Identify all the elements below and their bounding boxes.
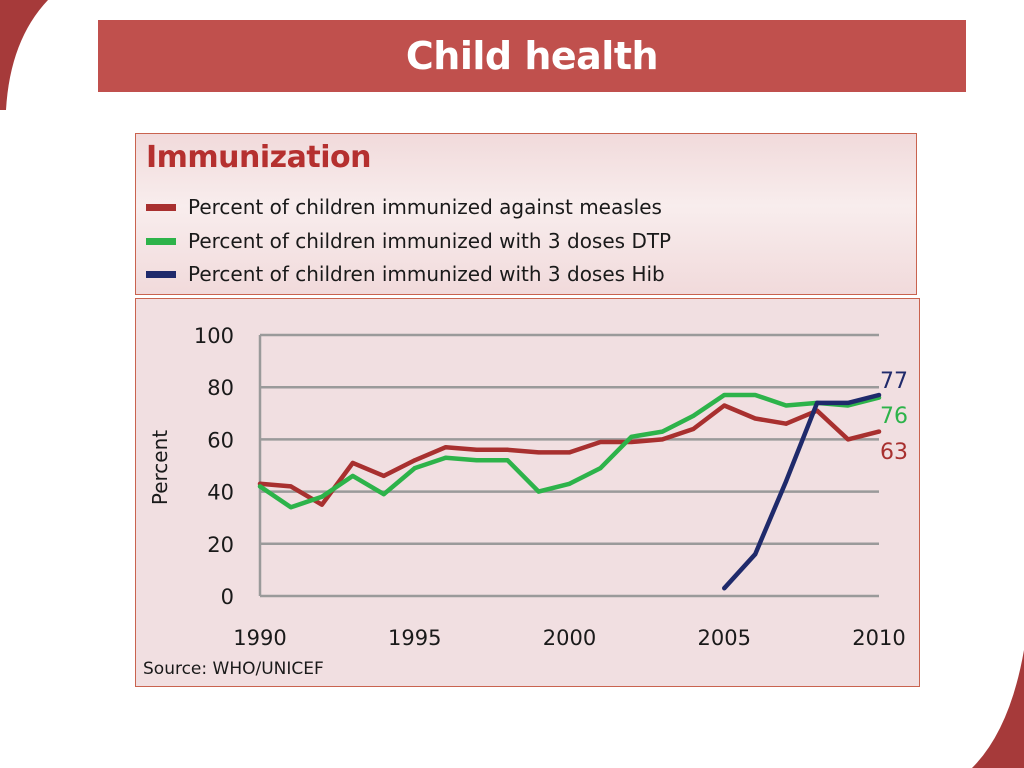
- data-point-measles-2009: [846, 437, 851, 442]
- series-line-hib: [722, 392, 882, 591]
- data-point-dtp-1993: [350, 473, 355, 478]
- data-point-measles-2006: [753, 416, 758, 421]
- x-tick-label-2010: 2010: [852, 626, 905, 650]
- data-point-measles-2004: [691, 426, 696, 431]
- data-point-measles-1991: [288, 484, 293, 489]
- data-point-hib-2006: [753, 552, 758, 557]
- legend-swatch-dtp: [146, 237, 176, 245]
- y-tick-label-40: 40: [207, 481, 234, 505]
- data-point-dtp-1995: [412, 466, 417, 471]
- data-point-measles-2001: [598, 440, 603, 445]
- data-point-measles-1993: [350, 460, 355, 465]
- data-point-dtp-1991: [288, 505, 293, 510]
- data-point-measles-1999: [536, 450, 541, 455]
- data-point-measles-2005: [722, 403, 727, 408]
- slide-title: Child health: [405, 34, 659, 78]
- data-point-dtp-2005: [722, 393, 727, 398]
- data-point-dtp-1996: [443, 455, 448, 460]
- data-point-hib-2008: [815, 400, 820, 405]
- y-tick-label-0: 0: [221, 585, 234, 609]
- legend-swatch-hib: [146, 270, 176, 278]
- source-note: Source: WHO/UNICEF: [143, 659, 324, 679]
- legend-label-measles: Percent of children immunized against me…: [188, 195, 662, 219]
- data-point-dtp-2001: [598, 466, 603, 471]
- data-point-dtp-1998: [505, 458, 510, 463]
- y-tick-label-100: 100: [194, 324, 234, 348]
- data-point-dtp-1992: [319, 494, 324, 499]
- legend-item-hib: Percent of children immunized with 3 dos…: [146, 262, 665, 286]
- data-point-hib-2007: [784, 479, 789, 484]
- line-chart: 0 20 40 60 80 100 1990 1995 2000 2005 2010 Percent 6…: [148, 324, 908, 650]
- data-point-dtp-1997: [474, 458, 479, 463]
- legend-item-measles: Percent of children immunized against me…: [146, 195, 662, 219]
- data-point-measles-1996: [443, 445, 448, 450]
- x-tick-label-2000: 2000: [543, 626, 596, 650]
- data-point-dtp-2003: [660, 429, 665, 434]
- legend-panel: Immunization Percent of children immuniz…: [135, 133, 917, 295]
- y-axis-label: Percent: [148, 430, 172, 505]
- data-point-measles-1997: [474, 447, 479, 452]
- title-bar: Child health: [98, 20, 966, 92]
- legend-title: Immunization: [146, 140, 371, 175]
- data-point-measles-1998: [505, 447, 510, 452]
- x-tick-label-2005: 2005: [698, 626, 751, 650]
- legend-label-hib: Percent of children immunized with 3 dos…: [188, 262, 665, 286]
- data-point-hib-2009: [846, 400, 851, 405]
- x-tick-label-1995: 1995: [388, 626, 441, 650]
- end-label-hib: 77: [880, 369, 908, 394]
- legend-swatch-measles: [146, 203, 176, 211]
- corner-swoosh-bottom-right: [972, 650, 1024, 768]
- data-point-dtp-2002: [629, 434, 634, 439]
- data-point-measles-2000: [567, 450, 572, 455]
- data-point-dtp-1990: [258, 484, 262, 489]
- corner-swoosh-top-left: [0, 0, 48, 110]
- y-tick-label-60: 60: [207, 428, 234, 452]
- x-tick-label-1990: 1990: [233, 626, 286, 650]
- chart-panel: 0 20 40 60 80 100 1990 1995 2000 2005 2010 Percent 6…: [135, 298, 920, 687]
- data-point-measles-1995: [412, 458, 417, 463]
- end-label-measles: 63: [880, 440, 908, 465]
- data-point-measles-2007: [784, 421, 789, 426]
- data-point-measles-2010: [877, 429, 881, 434]
- data-point-hib-2010: [877, 393, 881, 398]
- y-tick-label-80: 80: [207, 376, 234, 400]
- legend-item-dtp: Percent of children immunized with 3 dos…: [146, 229, 671, 253]
- data-point-hib-2005: [722, 586, 727, 591]
- data-point-measles-2003: [660, 437, 665, 442]
- legend-label-dtp: Percent of children immunized with 3 dos…: [188, 229, 672, 253]
- data-point-dtp-2004: [691, 413, 696, 418]
- data-point-dtp-1994: [381, 492, 386, 497]
- data-point-dtp-2006: [753, 393, 758, 398]
- y-tick-label-20: 20: [207, 533, 234, 557]
- data-point-dtp-2007: [784, 403, 789, 408]
- series-line-measles: [257, 403, 882, 507]
- data-point-dtp-1999: [536, 489, 541, 494]
- data-point-measles-1994: [381, 473, 386, 478]
- data-point-measles-1992: [319, 502, 324, 507]
- data-point-dtp-2000: [567, 481, 572, 486]
- end-label-dtp: 76: [880, 404, 908, 429]
